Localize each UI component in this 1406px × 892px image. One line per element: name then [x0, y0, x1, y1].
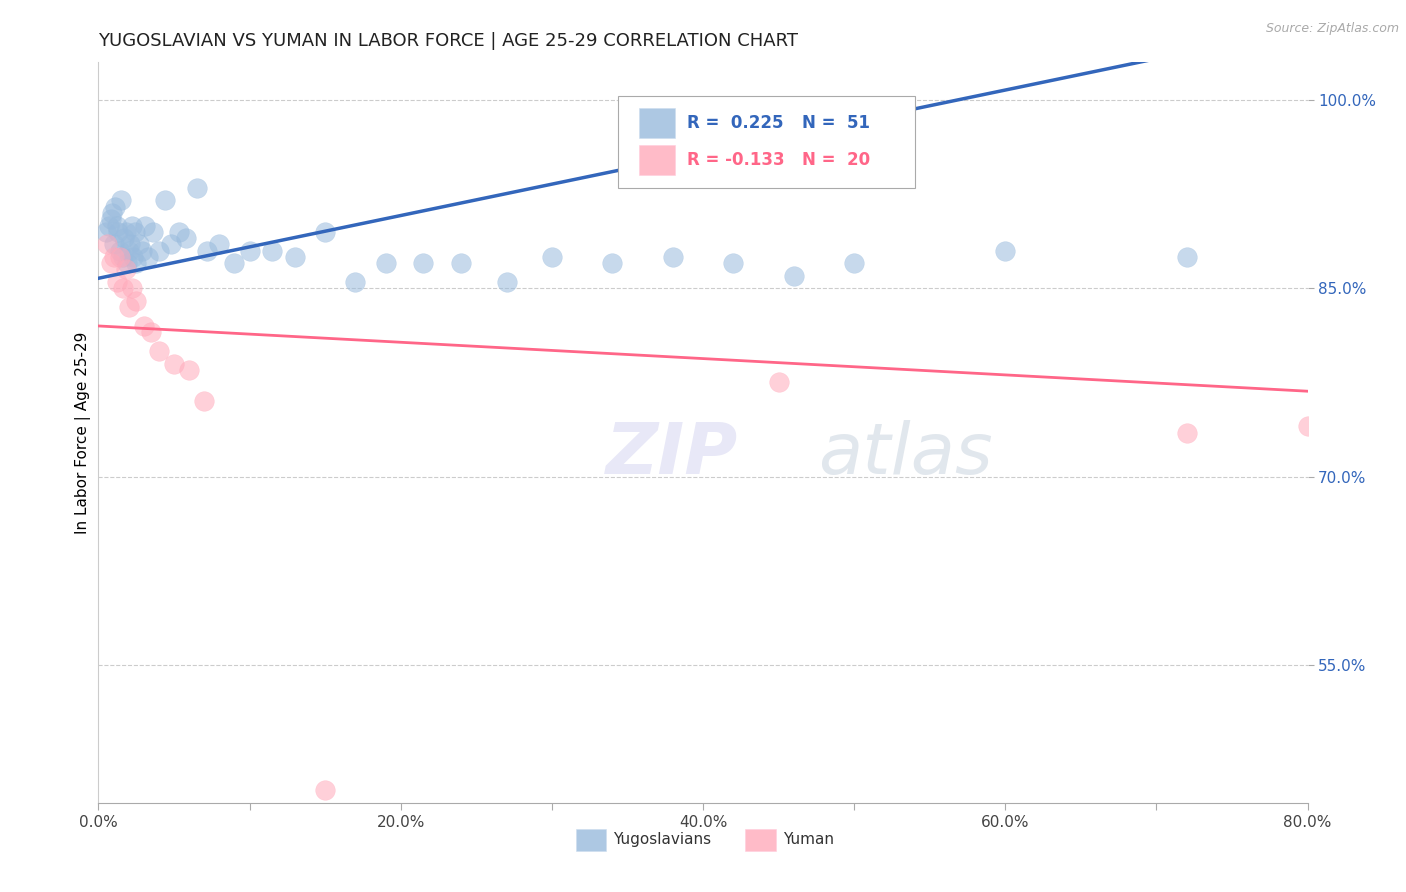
Point [412, 256, 434, 270]
Point [148, 244, 170, 258]
Point [602, 256, 624, 270]
Point [374, 256, 396, 270]
Point [110, 194, 132, 208]
Point [844, 256, 866, 270]
Point [132, 318, 155, 333]
Y-axis label: In Labor Force | Age 25-29: In Labor Force | Age 25-29 [76, 332, 91, 533]
Point [136, 250, 159, 264]
FancyBboxPatch shape [638, 108, 675, 138]
Point [450, 256, 472, 270]
Point [100, 256, 122, 270]
Point [108, 244, 131, 258]
Point [193, 394, 215, 409]
Point [153, 194, 176, 208]
Point [124, 225, 146, 239]
Text: YUGOSLAVIAN VS YUMAN IN LABOR FORCE | AGE 25-29 CORRELATION CHART: YUGOSLAVIAN VS YUMAN IN LABOR FORCE | AG… [98, 32, 799, 50]
Text: ZIP: ZIP [606, 420, 738, 490]
Point [121, 281, 143, 295]
Point [160, 237, 183, 252]
Text: atlas: atlas [818, 420, 993, 490]
Point [125, 293, 148, 308]
Point [103, 237, 125, 252]
FancyBboxPatch shape [619, 95, 915, 188]
Point [239, 244, 262, 258]
Point [118, 244, 141, 258]
Point [128, 237, 150, 252]
Point [1175, 425, 1198, 440]
Point [167, 225, 190, 239]
Point [118, 300, 141, 314]
Point [96, 237, 118, 252]
Point [112, 231, 135, 245]
Point [111, 281, 134, 295]
Point [174, 231, 197, 245]
Point [195, 244, 218, 258]
Point [98, 219, 121, 233]
Point [540, 250, 562, 264]
Point [314, 783, 336, 797]
Point [120, 237, 142, 252]
Point [122, 250, 145, 264]
Point [134, 219, 156, 233]
Point [768, 376, 790, 390]
Point [100, 212, 122, 227]
Point [103, 250, 125, 264]
Point [179, 363, 201, 377]
Point [163, 357, 186, 371]
Point [186, 181, 208, 195]
Point [224, 256, 246, 270]
Text: N =  51: N = 51 [803, 114, 870, 132]
Point [121, 219, 143, 233]
Point [148, 344, 170, 359]
Point [107, 225, 129, 239]
Point [344, 275, 367, 289]
Text: Source: ZipAtlas.com: Source: ZipAtlas.com [1265, 22, 1399, 36]
Point [284, 250, 307, 264]
Text: R = -0.133: R = -0.133 [688, 151, 785, 169]
Point [208, 237, 231, 252]
Point [1175, 250, 1198, 264]
FancyBboxPatch shape [638, 145, 675, 175]
Point [105, 219, 128, 233]
Point [141, 325, 163, 339]
Point [94, 225, 117, 239]
Point [101, 206, 124, 220]
Text: N =  20: N = 20 [803, 151, 870, 169]
Point [783, 268, 806, 283]
Point [142, 225, 165, 239]
FancyBboxPatch shape [576, 829, 606, 851]
Point [661, 250, 683, 264]
Text: R =  0.225: R = 0.225 [688, 114, 783, 132]
Text: Yuman: Yuman [783, 832, 834, 847]
Point [105, 275, 128, 289]
Point [104, 200, 127, 214]
Point [723, 256, 745, 270]
Point [108, 250, 131, 264]
FancyBboxPatch shape [745, 829, 776, 851]
Point [1296, 419, 1319, 434]
Text: Yugoslavians: Yugoslavians [613, 832, 711, 847]
Point [994, 244, 1017, 258]
Point [495, 275, 517, 289]
Point [131, 244, 153, 258]
Point [111, 250, 134, 264]
Point [114, 262, 136, 277]
Point [262, 244, 284, 258]
Point [115, 256, 138, 270]
Point [114, 225, 136, 239]
Point [125, 256, 148, 270]
Point [314, 225, 336, 239]
